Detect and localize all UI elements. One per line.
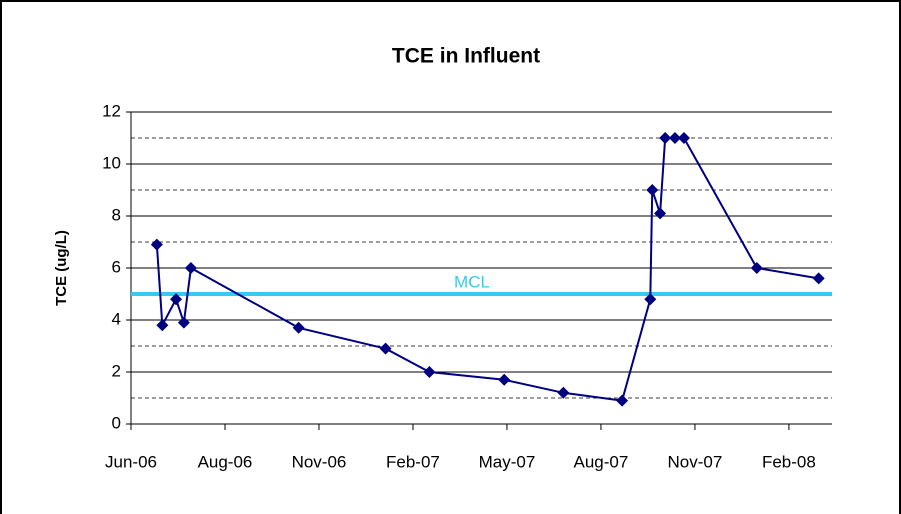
marker bbox=[156, 319, 169, 332]
marker bbox=[812, 272, 825, 285]
marker bbox=[644, 293, 657, 306]
y-tick-label: 2 bbox=[112, 361, 121, 380]
x-tick-label: Feb-08 bbox=[762, 452, 816, 471]
marker bbox=[150, 238, 163, 251]
marker bbox=[646, 184, 659, 196]
y-tick-label: 8 bbox=[112, 205, 121, 224]
reference-label: MCL bbox=[454, 272, 490, 291]
x-tick-label: Jun-06 bbox=[105, 452, 157, 471]
y-tick-label: 4 bbox=[112, 309, 121, 328]
x-tick-label: Nov-06 bbox=[292, 452, 347, 471]
marker bbox=[170, 293, 183, 306]
marker bbox=[659, 132, 672, 144]
marker bbox=[750, 262, 763, 274]
y-tick-label: 12 bbox=[102, 101, 121, 120]
chart-title: TCE in Influent bbox=[392, 45, 540, 68]
marker bbox=[177, 316, 190, 329]
marker bbox=[557, 386, 570, 399]
x-tick-label: Nov-07 bbox=[668, 452, 723, 471]
marker bbox=[654, 207, 667, 220]
marker bbox=[423, 366, 436, 378]
marker bbox=[498, 373, 511, 386]
y-axis-label: TCE (ug/L) bbox=[53, 230, 70, 306]
y-tick-label: 10 bbox=[102, 153, 121, 172]
x-tick-label: May-07 bbox=[479, 452, 536, 471]
marker bbox=[616, 394, 629, 407]
x-tick-label: Feb-07 bbox=[386, 452, 440, 471]
y-tick-label: 0 bbox=[112, 413, 121, 432]
marker bbox=[379, 342, 392, 355]
x-tick-label: Aug-07 bbox=[574, 452, 629, 471]
marker bbox=[677, 132, 690, 144]
x-tick-label: Aug-06 bbox=[198, 452, 253, 471]
marker bbox=[184, 262, 197, 274]
y-tick-label: 6 bbox=[112, 257, 121, 276]
marker bbox=[668, 132, 681, 144]
marker bbox=[292, 321, 305, 334]
